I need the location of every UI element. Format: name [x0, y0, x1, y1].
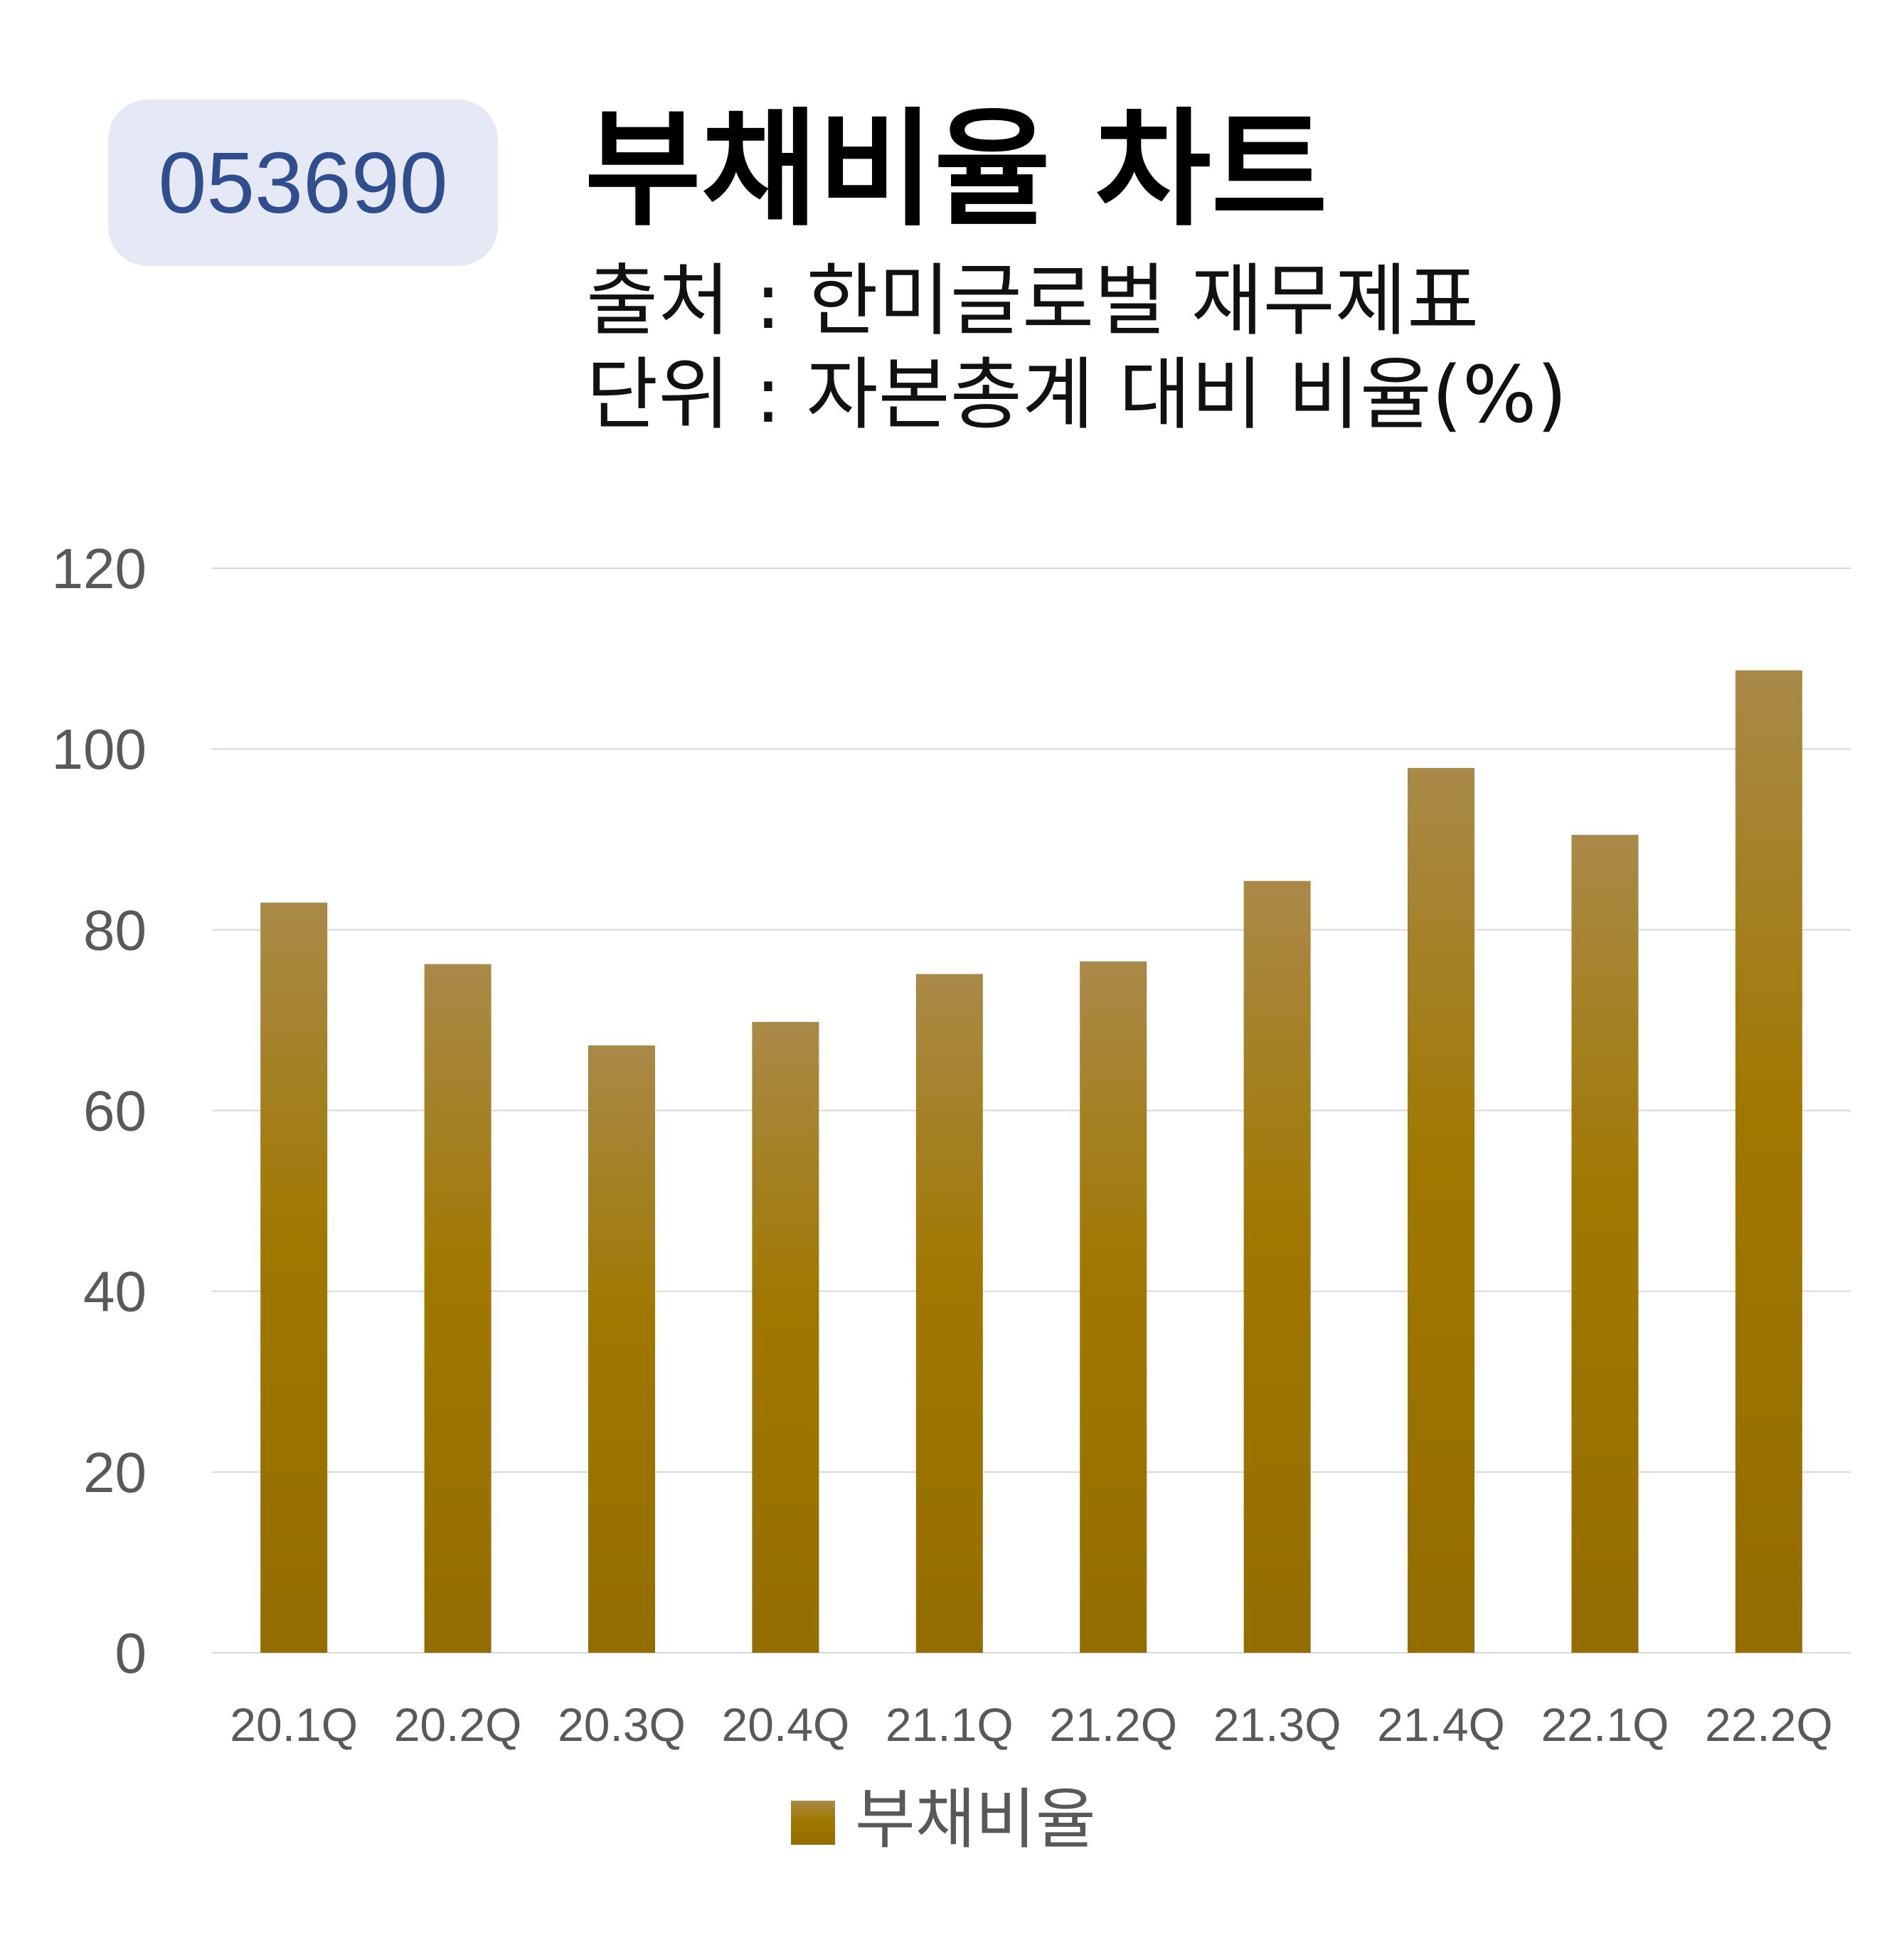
y-tick-label: 40	[83, 1260, 147, 1323]
bar	[1408, 767, 1474, 1653]
x-tick-label: 22.2Q	[1705, 1698, 1833, 1751]
x-tick-label: 20.4Q	[722, 1698, 850, 1751]
x-tick-label: 21.3Q	[1213, 1698, 1341, 1751]
y-tick-label: 120	[52, 537, 147, 600]
x-axis-ticks: 20.1Q 20.2Q 20.3Q 20.4Q 21.1Q 21.2Q 21.3Q 21.4Q…	[230, 1698, 1832, 1751]
y-tick-label: 100	[52, 718, 147, 781]
x-tick-label: 21.2Q	[1049, 1698, 1177, 1751]
bars	[260, 670, 1802, 1653]
bar	[1243, 880, 1311, 1653]
y-axis-ticks: 0 20 40 60 80 100 120	[52, 537, 147, 1685]
y-tick-label: 80	[83, 898, 147, 962]
stock-code: 053690	[158, 134, 448, 231]
y-tick-label: 60	[83, 1080, 147, 1143]
bar	[424, 964, 491, 1653]
y-tick-label: 20	[83, 1441, 147, 1504]
bar	[752, 1021, 819, 1653]
legend-swatch	[791, 1801, 835, 1845]
unit-note: 단위 : 자본총계 대비 비율(%)	[586, 349, 1568, 440]
x-tick-label: 20.1Q	[230, 1698, 358, 1751]
x-tick-label: 20.2Q	[394, 1698, 522, 1751]
stock-code-badge: 053690	[108, 100, 498, 266]
bar	[1080, 961, 1147, 1653]
bar	[1735, 670, 1802, 1653]
x-tick-label: 20.3Q	[558, 1698, 686, 1751]
bar	[915, 974, 983, 1653]
bar	[588, 1045, 655, 1653]
bar	[1571, 834, 1639, 1653]
y-tick-label: 0	[115, 1621, 147, 1685]
chart-title: 부채비율 차트	[585, 96, 1328, 243]
legend: 부채비율	[791, 1781, 1096, 1858]
x-tick-label: 22.1Q	[1541, 1698, 1669, 1751]
x-tick-label: 21.1Q	[886, 1698, 1014, 1751]
bar	[260, 902, 328, 1653]
source-note: 출처 : 한미글로벌 재무제표	[586, 255, 1479, 346]
legend-label: 부채비율	[855, 1781, 1096, 1858]
x-tick-label: 21.4Q	[1377, 1698, 1505, 1751]
